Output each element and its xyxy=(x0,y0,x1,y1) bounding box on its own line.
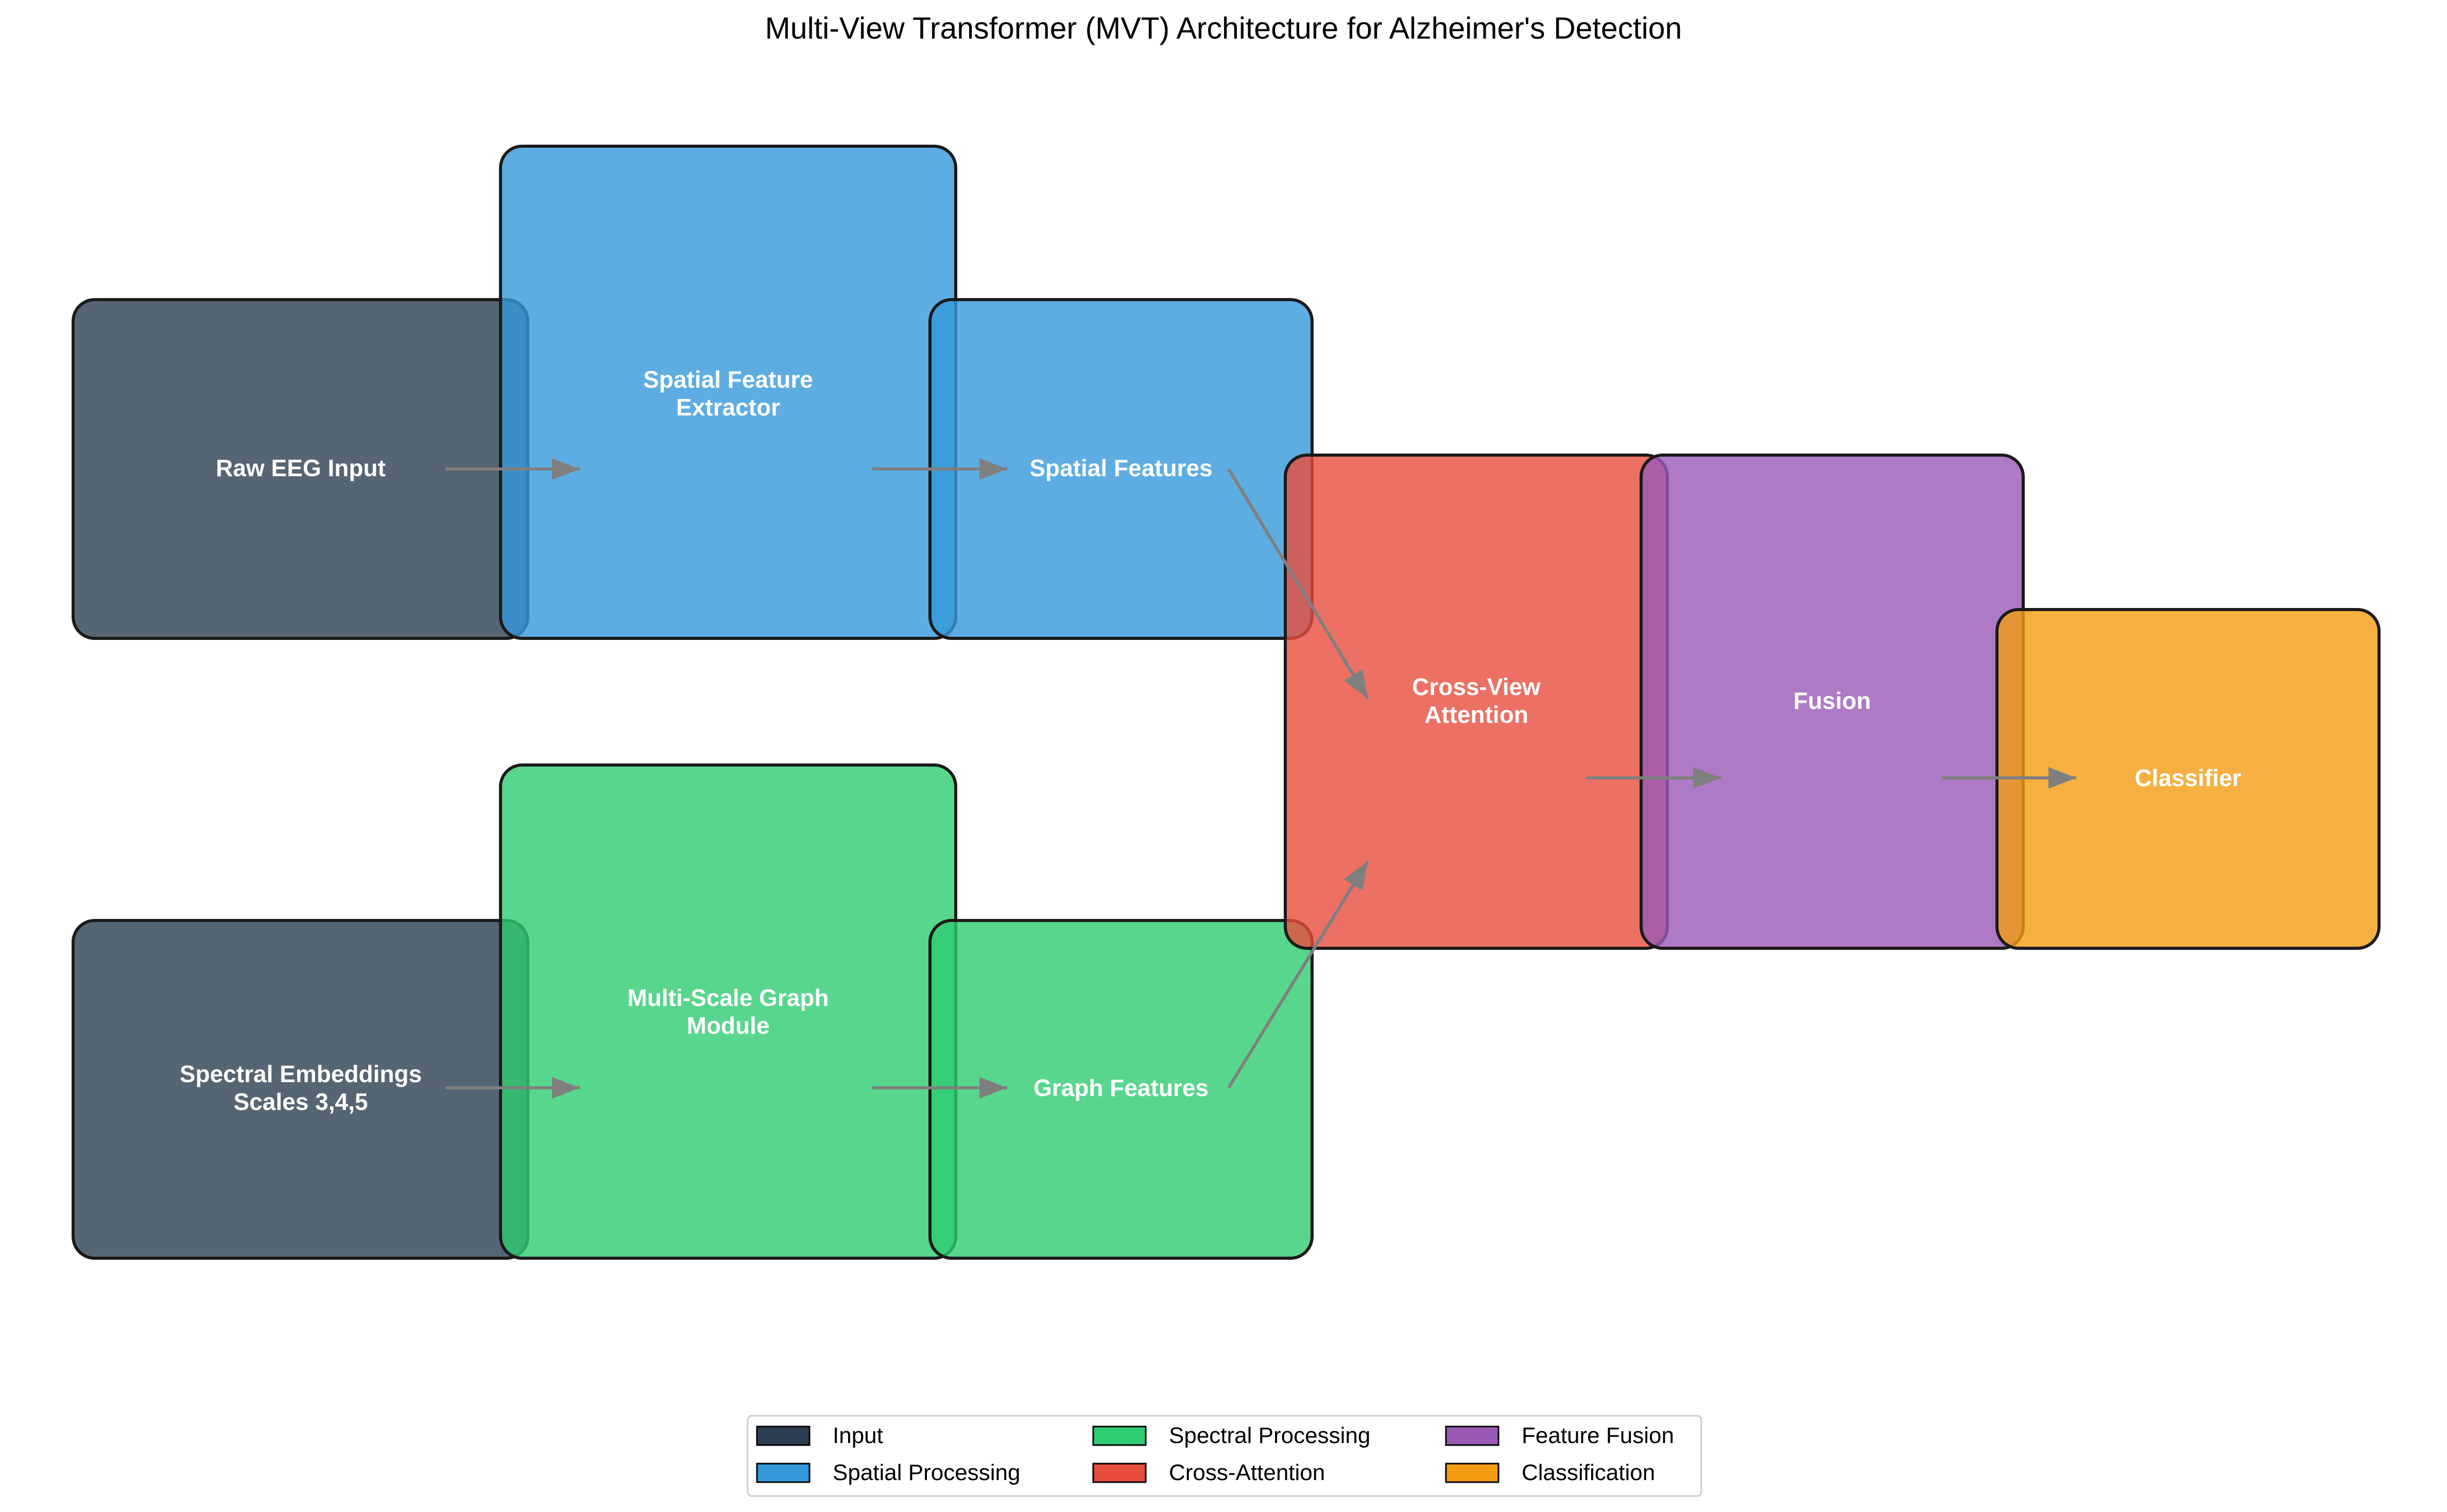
legend-swatch-spatial xyxy=(756,1463,811,1483)
edge-spatial-features-to-cross-view-attention xyxy=(1227,468,1369,700)
edge-graph-features-to-cross-view-attention xyxy=(1227,860,1369,1089)
fusion-label: Fusion xyxy=(1794,687,1871,714)
legend-label-fusion: Feature Fusion xyxy=(1522,1423,1674,1448)
boxes-layer xyxy=(72,145,2381,1260)
multi-scale-graph-module-box xyxy=(499,763,957,1260)
spatial-feature-extractor-label: Spatial Feature Extractor xyxy=(643,366,813,421)
labels-layer: Raw EEG Input Spatial Feature Extractor Spa… xyxy=(180,366,2242,1115)
legend-swatch-spectral xyxy=(1092,1426,1147,1446)
legend-label-cross-attention: Cross-Attention xyxy=(1169,1460,1325,1485)
raw-eeg-input-label: Raw EEG Input xyxy=(216,455,386,481)
legend-swatch-classification xyxy=(1445,1463,1500,1483)
classifier-label: Classifier xyxy=(2134,764,2241,791)
edges-layer xyxy=(445,458,2076,1099)
legend-label-spectral: Spectral Processing xyxy=(1169,1423,1370,1448)
legend-swatch-fusion xyxy=(1445,1426,1500,1446)
legend: Input Spatial Processing Spectral Processi… xyxy=(747,1415,1702,1497)
graph-features-label: Graph Features xyxy=(1033,1074,1209,1101)
legend-swatch-cross-attention xyxy=(1092,1463,1147,1483)
legend-label-classification: Classification xyxy=(1522,1460,1655,1485)
spatial-features-label: Spatial Features xyxy=(1029,455,1212,481)
diagram-title: Multi-View Transformer (MVT) Architectur… xyxy=(765,11,1682,45)
spectral-embeddings-label: Spectral Embeddings Scales 3,4,5 xyxy=(180,1061,422,1115)
multi-scale-graph-module-label: Multi-Scale Graph Module xyxy=(627,984,829,1039)
cross-view-attention-label: Cross-View Attention xyxy=(1412,673,1541,728)
legend-label-spatial: Spatial Processing xyxy=(833,1460,1020,1485)
legend-label-input: Input xyxy=(833,1423,883,1448)
legend-swatch-input xyxy=(756,1426,811,1446)
